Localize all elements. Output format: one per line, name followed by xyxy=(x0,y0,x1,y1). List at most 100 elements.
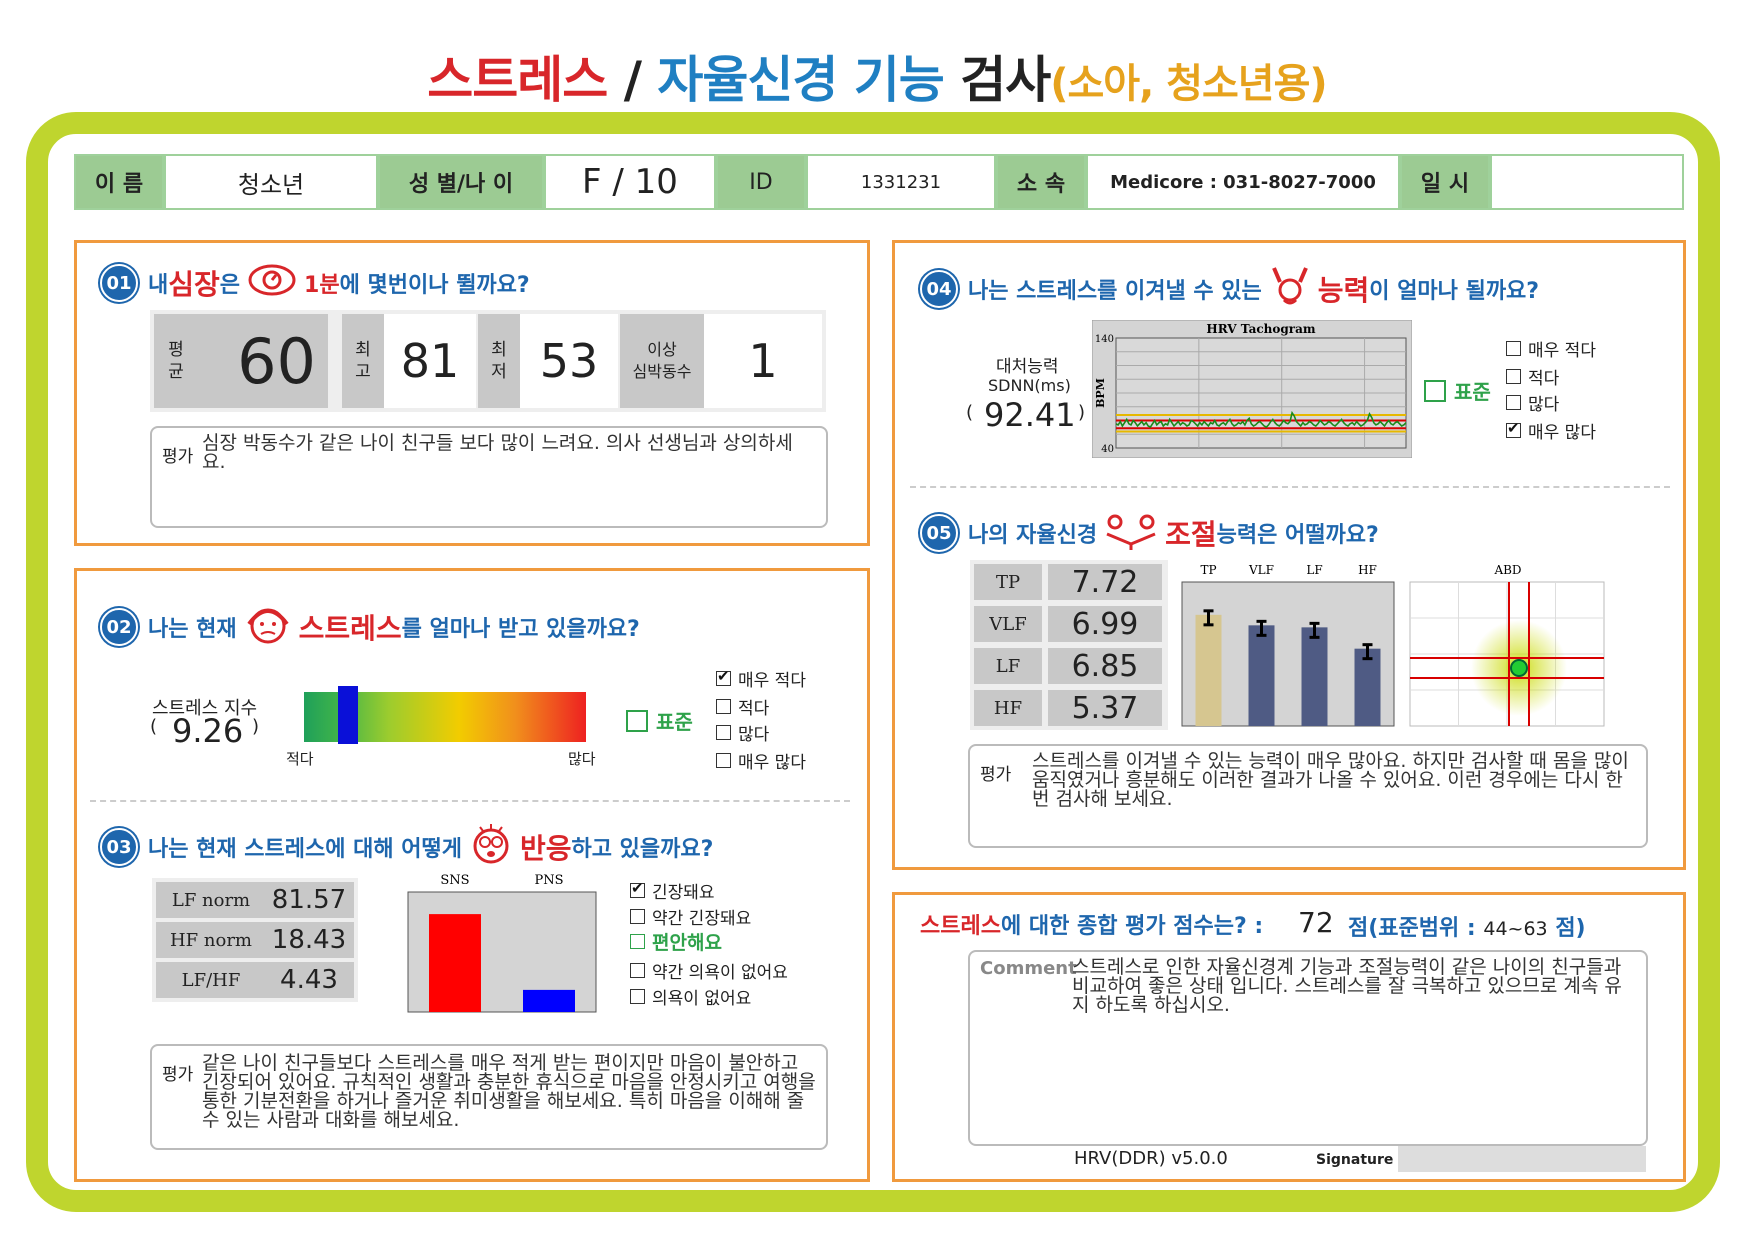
page-title: 스트레스 / 자율신경 기능 검사(소아, 청소년용) xyxy=(0,40,1754,112)
coping-label-1: 대처능력 xyxy=(996,357,1059,377)
checkbox-checked-icon[interactable] xyxy=(716,667,731,686)
checkbox-icon[interactable] xyxy=(716,699,731,714)
gender-age-value: F / 10 xyxy=(544,154,716,210)
abd-title: ABD xyxy=(1493,563,1521,577)
title-subtitle: (소아, 청소년용) xyxy=(1050,61,1327,107)
summary-panel xyxy=(892,892,1686,1182)
bar-lf xyxy=(1301,627,1328,726)
coping-option-4[interactable]: 매우 많다 xyxy=(1506,418,1596,443)
hf-label: HF xyxy=(974,690,1042,726)
stress-option-3[interactable]: 많다 xyxy=(716,720,769,745)
heartbeat-clock-icon xyxy=(246,262,298,304)
regulation-eval-box: 평가 스트레스를 이겨낼 수 있는 능력이 매우 많아요. 하지만 검사할 때 … xyxy=(968,744,1648,848)
gender-age-label: 성 별/나 이 xyxy=(378,154,544,210)
checkbox-icon[interactable] xyxy=(1506,395,1521,410)
signature-field[interactable] xyxy=(1398,1146,1646,1172)
strength-person-icon xyxy=(1268,264,1312,314)
option-label: 편안해요 xyxy=(652,932,722,954)
standard-box-icon xyxy=(626,709,648,732)
stress-option-2[interactable]: 적다 xyxy=(716,694,769,719)
checkbox-icon[interactable] xyxy=(1506,341,1521,356)
stress-option-4[interactable]: 매우 많다 xyxy=(716,748,806,773)
option-label: 약간 의욕이 없어요 xyxy=(652,963,788,983)
vlf-label: VLF xyxy=(974,606,1042,642)
heart-rate-panel xyxy=(74,240,870,546)
title-test: 검사 xyxy=(960,51,1051,109)
checkbox-icon[interactable] xyxy=(716,725,731,740)
max-label: 최 고 xyxy=(342,314,384,408)
q5-highlight: 조절 xyxy=(1165,518,1217,551)
lf-norm-label: LF norm xyxy=(156,882,266,918)
category-label: VLF xyxy=(1248,563,1274,577)
lf-value: 6.85 xyxy=(1048,648,1162,684)
org-value: Medicore : 031-8027-7000 xyxy=(1086,154,1400,210)
reaction-option-4[interactable]: 약간 의욕이 없어요 xyxy=(630,958,788,983)
reaction-option-3[interactable]: 편안해요 xyxy=(630,928,722,955)
checkbox-icon[interactable] xyxy=(630,934,645,949)
title-autonomic: 자율신경 기능 xyxy=(657,51,961,109)
date-label: 일 시 xyxy=(1400,154,1490,210)
checkbox-icon[interactable] xyxy=(716,753,731,768)
q1-text-1: 내 xyxy=(148,273,169,298)
title-stress: 스트레스 xyxy=(427,51,608,109)
standard-label: 표준 xyxy=(656,710,693,734)
y-axis-label: BPM xyxy=(1094,378,1107,408)
reaction-option-2[interactable]: 약간 긴장돼요 xyxy=(630,904,751,929)
option-label: 적다 xyxy=(1528,369,1560,389)
name-value: 청소년 xyxy=(164,154,378,210)
eval-text: 심장 박동수가 같은 나이 친구들 보다 많이 느려요. 의사 선생님과 상의하… xyxy=(202,432,793,473)
coping-panel xyxy=(892,240,1686,870)
paren-left: ( xyxy=(966,402,974,423)
summary-title-text: 에 대한 종합 평가 점수는? : xyxy=(1000,914,1264,939)
vlf-value: 6.99 xyxy=(1048,606,1162,642)
question-number: 05 xyxy=(920,514,958,552)
checkbox-icon[interactable] xyxy=(630,989,645,1004)
title-separator: / xyxy=(607,51,658,109)
option-label: 적다 xyxy=(738,699,770,719)
min-label: 최 저 xyxy=(478,314,520,408)
q4-standard-marker: 표준 xyxy=(1424,376,1491,405)
lf-norm-value: 81.57 xyxy=(264,882,354,918)
option-label: 의욕이 없어요 xyxy=(652,989,752,1009)
coping-question: 04 나는 스트레스를 이겨낼 수 있는 능력 이 얼마나 될까요? xyxy=(920,264,1539,314)
reaction-eval-box: 평가 같은 나이 친구들보다 스트레스를 매우 적게 받는 편이지만 마음이 불… xyxy=(150,1044,828,1150)
standard-range: 44~63 xyxy=(1483,918,1548,940)
checkbox-checked-icon[interactable] xyxy=(630,879,645,898)
question-number: 01 xyxy=(100,264,138,302)
q4-text-1: 나는 스트레스를 이겨낼 수 있는 xyxy=(968,279,1262,304)
avg-value: 60 xyxy=(198,314,328,408)
balance-people-icon xyxy=(1103,510,1159,556)
stress-marker xyxy=(337,686,358,744)
q4-highlight: 능력 xyxy=(1317,274,1370,307)
option-label: 많다 xyxy=(738,725,770,745)
id-label: ID xyxy=(716,154,806,210)
question-number: 03 xyxy=(100,828,138,866)
score-unit-end: 점) xyxy=(1547,916,1586,941)
checkbox-icon[interactable] xyxy=(1506,369,1521,384)
stress-index-label: 스트레스 지수 xyxy=(152,698,258,719)
date-value xyxy=(1490,154,1684,210)
bar-sns xyxy=(429,914,481,1012)
abd-point xyxy=(1510,659,1528,677)
hf-value: 5.37 xyxy=(1048,690,1162,726)
checkbox-icon[interactable] xyxy=(630,909,645,924)
q5-text-1: 나의 자율신경 xyxy=(968,523,1098,548)
reaction-option-5[interactable]: 의욕이 없어요 xyxy=(630,984,751,1009)
scale-high: 많다 xyxy=(568,750,596,768)
lf-hf-table: LF norm 81.57 HF norm 18.43 LF/HF 4.43 xyxy=(152,878,358,1002)
checkbox-checked-icon[interactable] xyxy=(1506,419,1521,438)
coping-option-1[interactable]: 매우 적다 xyxy=(1506,336,1596,361)
stress-option-1[interactable]: 매우 적다 xyxy=(716,666,806,691)
score-range: 점(표준범위 : 44~63 점) xyxy=(1348,910,1586,942)
checkbox-icon[interactable] xyxy=(630,963,645,978)
coping-option-2[interactable]: 적다 xyxy=(1506,364,1559,389)
summary-title-highlight: 스트레스 xyxy=(920,914,1001,939)
eval-text: 스트레스를 이겨낼 수 있는 능력이 매우 많아요. 하지만 검사할 때 몸을 … xyxy=(1032,750,1629,810)
reaction-option-1[interactable]: 긴장돼요 xyxy=(630,878,715,903)
category-label: HF xyxy=(1358,563,1377,577)
tachogram-line xyxy=(1115,410,1407,429)
comment-box: Comment 스트레스로 인한 자율신경계 기능과 조절능력이 같은 나이의 … xyxy=(968,950,1648,1146)
coping-option-3[interactable]: 많다 xyxy=(1506,390,1559,415)
q2-text-1: 나는 현재 xyxy=(148,617,237,642)
q3-highlight: 반응 xyxy=(520,832,572,865)
